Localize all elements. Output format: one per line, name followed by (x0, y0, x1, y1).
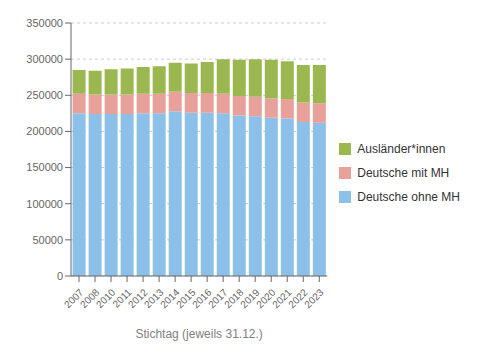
svg-text:2016: 2016 (190, 286, 214, 311)
html-text:Ausländer*innen: Ausländer*innen (357, 142, 446, 156)
svg-text:2014: 2014 (158, 286, 182, 311)
svg-text:2011: 2011 (110, 286, 134, 310)
svg-text:Stichtag (jeweils 31.12.): Stichtag (jeweils 31.12.) (135, 327, 262, 341)
svg-text:2020: 2020 (254, 286, 278, 311)
svg-text:2007: 2007 (61, 286, 86, 311)
svg-text:50000: 50000 (32, 234, 63, 246)
svg-text:200000: 200000 (26, 125, 63, 137)
svg-text:2018: 2018 (222, 286, 246, 311)
html-text:Deutsche ohne MH: Deutsche ohne MH (357, 190, 460, 204)
svg-text:2012: 2012 (126, 286, 150, 311)
svg-text:150000: 150000 (26, 161, 63, 173)
svg-text:0: 0 (57, 270, 63, 282)
svg-text:2021: 2021 (270, 286, 294, 311)
svg-text:2022: 2022 (286, 286, 310, 311)
svg-text:2017: 2017 (206, 286, 230, 311)
svg-text:2010: 2010 (94, 286, 118, 311)
svg-text:300000: 300000 (26, 53, 63, 65)
svg-text:2023: 2023 (302, 286, 326, 310)
svg-text:2008: 2008 (77, 286, 102, 311)
svg-text:250000: 250000 (26, 89, 63, 101)
svg-text:350000: 350000 (26, 17, 63, 29)
html-text:Deutsche mit MH: Deutsche mit MH (357, 166, 450, 180)
svg-text:100000: 100000 (26, 198, 63, 210)
svg-text:2013: 2013 (142, 286, 166, 311)
svg-text:2015: 2015 (174, 286, 198, 311)
svg-text:2019: 2019 (238, 286, 262, 311)
